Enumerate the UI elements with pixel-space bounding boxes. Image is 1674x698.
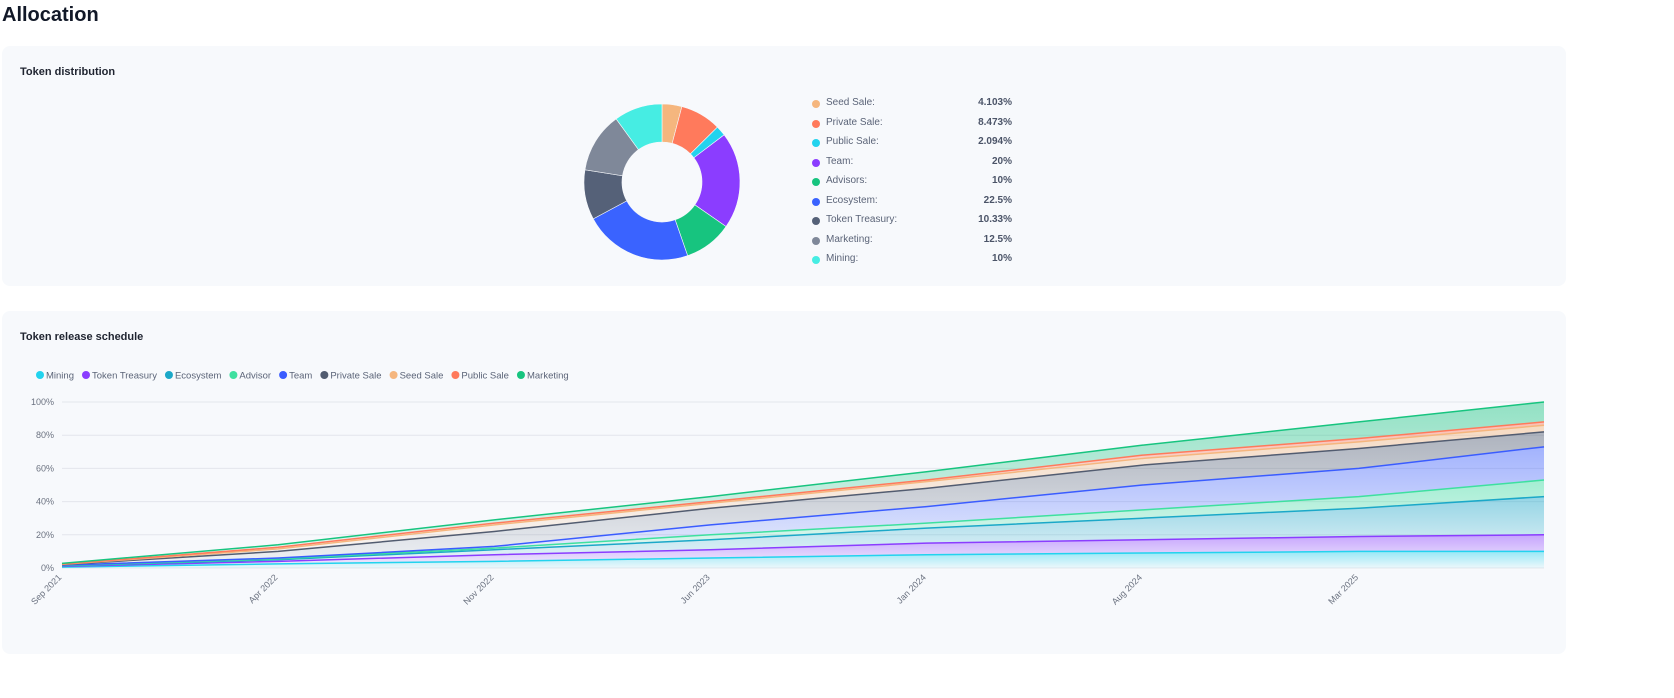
area-public-sale [62, 421, 1544, 565]
card-title: Token release schedule [20, 331, 144, 343]
legend-value: 10.33% [978, 214, 1012, 225]
x-tick-label: Aug 2024 [1110, 572, 1144, 606]
legend-label: Marketing: [826, 233, 873, 245]
line-seed-sale[interactable] [61, 424, 1545, 566]
legend-label: Advisor [239, 371, 271, 382]
legend-dot [36, 371, 44, 379]
y-tick-label: 100% [31, 397, 54, 407]
legend-dot [812, 178, 820, 186]
legend-dot [279, 371, 288, 379]
legend-label: Advisors: [826, 175, 868, 186]
legend-item: Marketing: 12.5% [812, 234, 1012, 248]
legend-label: Team [289, 371, 312, 382]
legend-item: Team: 20% [812, 156, 1012, 170]
legend-label: Token Treasury [92, 371, 157, 382]
legend-label: Mining [46, 371, 74, 382]
legend-dot [82, 371, 90, 379]
legend-item-token-treasury[interactable]: Token Treasury [82, 371, 157, 382]
legend-label: Public Sale [461, 371, 509, 382]
line-public-sale[interactable] [61, 421, 1545, 565]
legend-value: 10% [991, 175, 1012, 186]
x-tick-label: Jun 2023 [679, 572, 712, 605]
legend-label: Marketing [527, 371, 569, 382]
token-distribution-card: Token distribution Seed Sale: 4.103% Priva… [2, 46, 1566, 286]
line-private-sale[interactable] [61, 431, 1545, 566]
line-mining[interactable] [61, 550, 1544, 568]
legend-dot [164, 371, 173, 379]
legend-value: 2.094% [978, 136, 1012, 147]
x-tick-label: Apr 2022 [247, 572, 280, 605]
line-team[interactable] [61, 446, 1545, 566]
legend-dot [812, 119, 820, 128]
legend-item-advisor[interactable]: Advisor [229, 371, 271, 382]
legend-label: Ecosystem [175, 371, 222, 382]
area-private-sale [62, 431, 1544, 566]
line-marketing[interactable] [61, 401, 1545, 565]
y-tick-label: 40% [36, 497, 54, 507]
line-advisor[interactable] [61, 479, 1545, 567]
legend-dot [812, 217, 820, 225]
y-tick-label: 0% [41, 563, 54, 573]
donut-chart [583, 103, 741, 261]
area-seed-sale [62, 425, 1544, 565]
legend-value: 10% [991, 253, 1012, 264]
legend-item: Public Sale: 2.094% [812, 136, 1012, 150]
legend-dot [389, 371, 398, 379]
page-title: Allocation [2, 4, 99, 26]
legend-item-private-sale[interactable]: Private Sale [320, 371, 382, 382]
pie-slice-mining[interactable] [615, 103, 663, 151]
legend-label: Ecosystem: [826, 194, 878, 206]
x-tick-label: Nov 2022 [461, 572, 495, 606]
legend-item-team[interactable]: Team [279, 371, 312, 382]
legend-dot [812, 256, 820, 264]
release-schedule-card: Token release schedule 0% 20% 40% 60% 80% 100… [2, 311, 1566, 654]
y-tick-label: 20% [36, 530, 54, 540]
area-ecosystem [62, 496, 1544, 567]
x-tick-label: Jan 2024 [895, 572, 928, 605]
legend-item-seed-sale[interactable]: Seed Sale [389, 371, 444, 382]
legend-label: Private Sale [330, 371, 381, 382]
legend-dot [451, 371, 460, 379]
legend-dot [812, 236, 820, 245]
line-ecosystem[interactable] [61, 495, 1545, 567]
legend-item-marketing[interactable]: Marketing [516, 371, 569, 382]
legend-dot [229, 371, 238, 379]
legend-value: 22.5% [983, 194, 1012, 206]
y-tick-label: 60% [36, 463, 54, 473]
line-token-treasury[interactable] [61, 534, 1545, 568]
legend-dot [812, 139, 820, 147]
legend-label: Team: [826, 155, 854, 167]
legend-label: Seed Sale [400, 371, 444, 382]
area-mining [62, 551, 1544, 568]
card-title: Token distribution [20, 66, 116, 78]
legend-item: Token Treasury: 10.33% [812, 214, 1012, 228]
x-tick-label: Mar 2025 [1326, 572, 1360, 606]
release-area-chart: 0% 20% 40% 60% 80% 100% Sep 2021 Apr 2022 Nov 20… [29, 371, 1545, 607]
legend-item: Mining: 10% [812, 253, 1012, 267]
legend-dot [516, 371, 525, 379]
legend-item: Private Sale: 8.473% [812, 117, 1012, 131]
legend-dot [320, 371, 329, 379]
x-tick-label: Sep 2021 [29, 572, 63, 606]
legend-dot [812, 197, 820, 206]
legend-label: Token Treasury: [826, 214, 898, 225]
legend-item-mining[interactable]: Mining [36, 371, 74, 382]
legend-value: 8.473% [978, 116, 1012, 128]
legend-label: Private Sale: [826, 116, 883, 128]
legend-label: Seed Sale: [826, 97, 875, 108]
legend-label: Public Sale: [826, 136, 879, 147]
legend-value: 20% [991, 155, 1012, 167]
legend-value: 12.5% [983, 233, 1012, 245]
legend-item: Seed Sale: 4.103% [812, 97, 1012, 111]
legend-dot [812, 100, 820, 108]
legend-item: Ecosystem: 22.5% [812, 195, 1012, 209]
legend-dot [812, 158, 820, 167]
y-tick-label: 80% [36, 430, 54, 440]
legend-value: 4.103% [978, 97, 1012, 108]
legend-item-ecosystem[interactable]: Ecosystem [164, 371, 222, 382]
legend-item: Advisors: 10% [812, 175, 1012, 189]
legend-label: Mining: [826, 253, 859, 264]
area-token-treasury [62, 534, 1544, 568]
legend-item-public-sale[interactable]: Public Sale [451, 371, 509, 382]
